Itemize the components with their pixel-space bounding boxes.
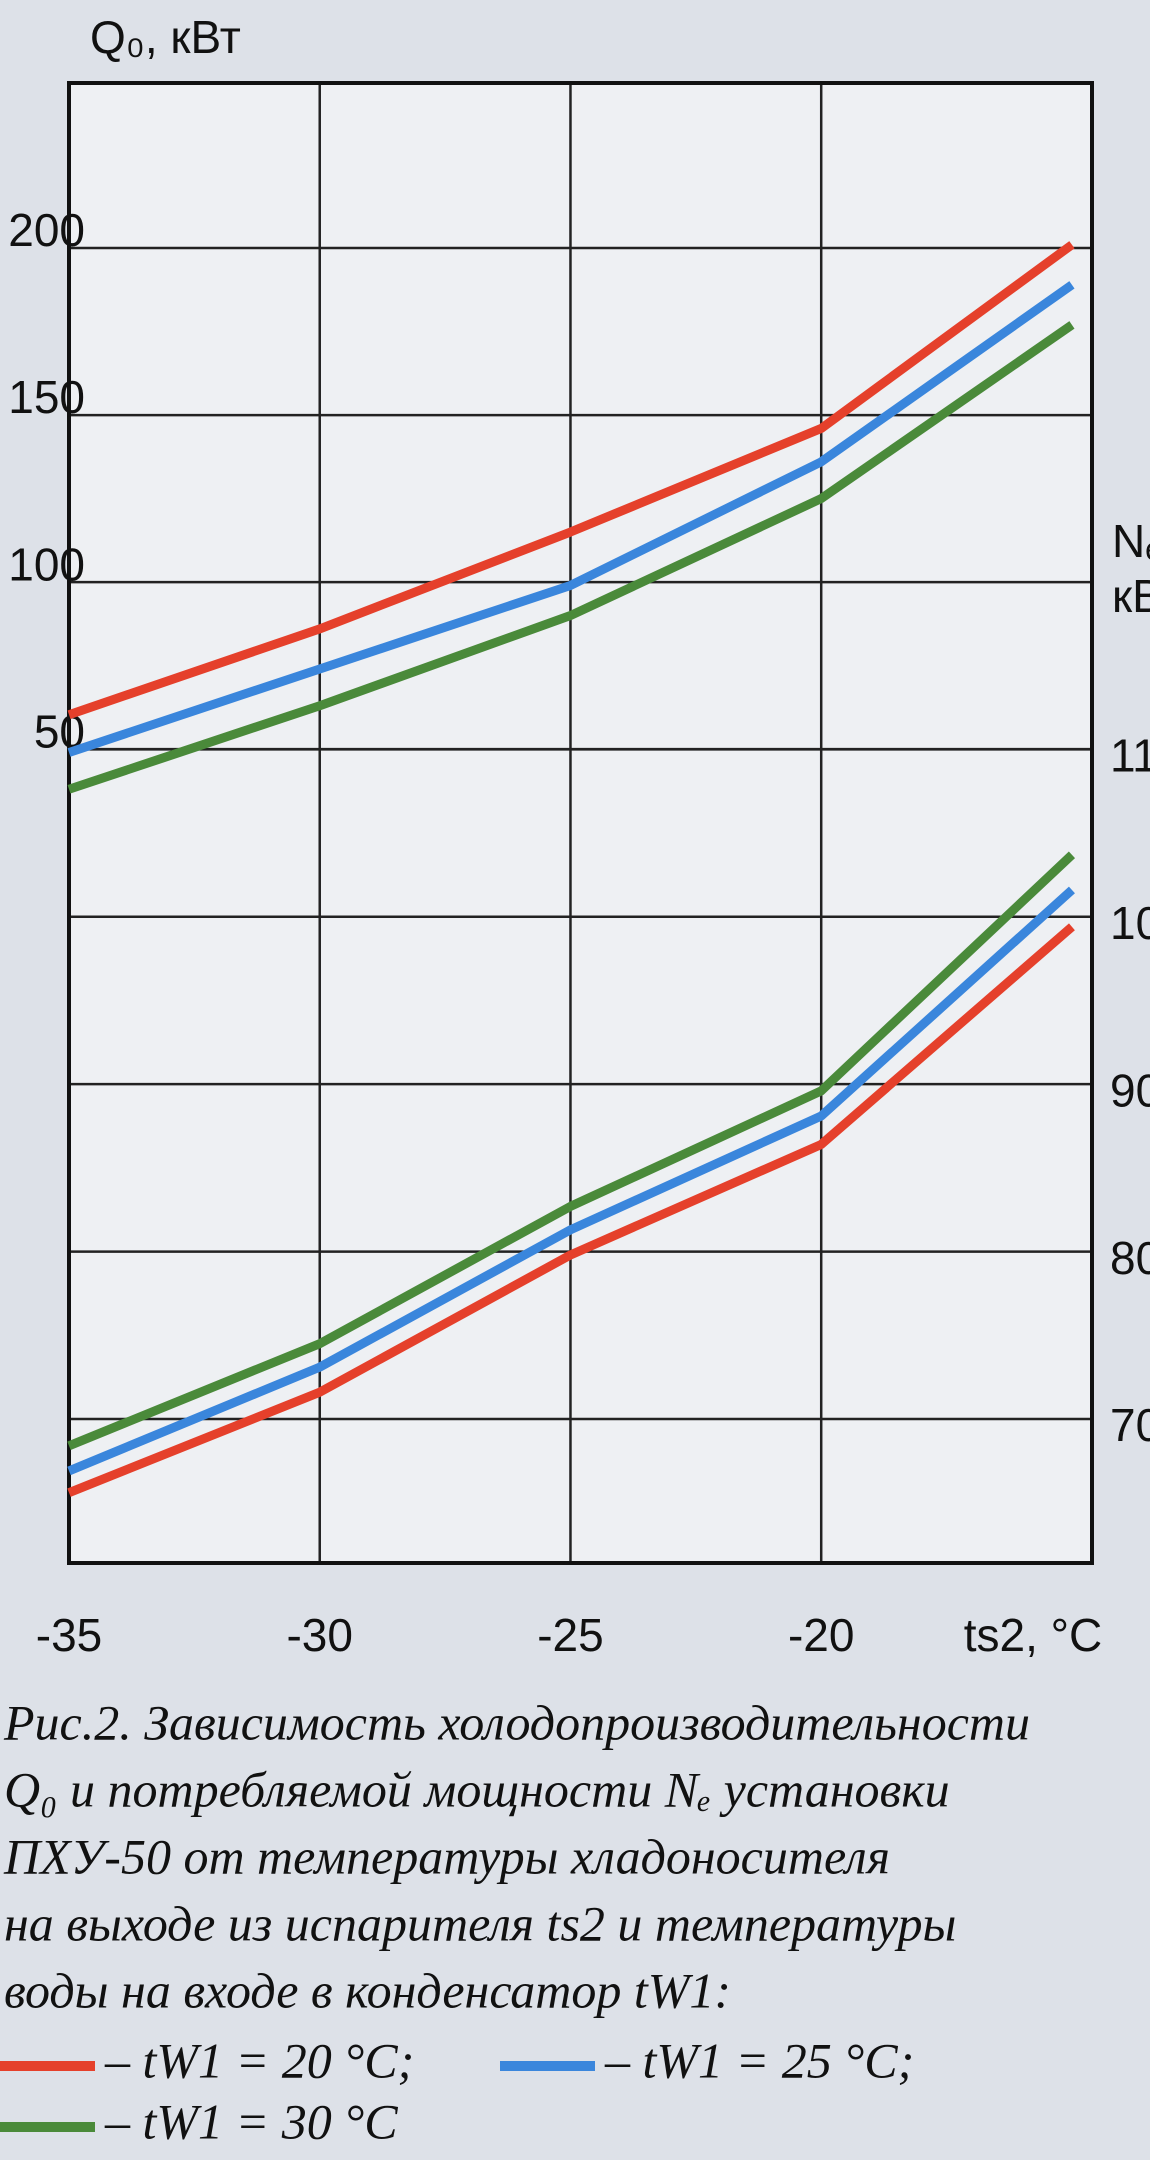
x-axis-label: ts2, °C bbox=[964, 1609, 1103, 1661]
caption-line: ПХУ-50 от температуры хладоносителя bbox=[3, 1828, 890, 1884]
legend-label: – tW1 = 25 °C; bbox=[604, 2032, 914, 2088]
x-tick-label: -30 bbox=[286, 1609, 352, 1661]
series-line bbox=[67, 241, 1075, 720]
y-axis-label: Q₀, кВт bbox=[90, 11, 241, 63]
legend-label: – tW1 = 30 °C bbox=[104, 2093, 398, 2149]
y2-tick-label: 100 bbox=[1110, 897, 1150, 949]
plot-frame bbox=[67, 81, 1094, 1565]
x-tick-label: -20 bbox=[788, 1609, 854, 1661]
caption-line: воды на входе в конденсатор tW1: bbox=[4, 1962, 731, 2018]
series-line bbox=[67, 321, 1075, 794]
y2-tick-label: 110 bbox=[1110, 729, 1150, 781]
caption-line: на выходе из испарителя ts2 и температур… bbox=[4, 1895, 956, 1951]
y2-axis-label: Nₑ, bbox=[1112, 515, 1150, 567]
caption-line: Рис.2. Зависимость холодопроизводительно… bbox=[3, 1694, 1030, 1750]
y-tick-label: 150 bbox=[8, 371, 85, 423]
legend-label: – tW1 = 20 °C; bbox=[104, 2032, 414, 2088]
plot-area bbox=[69, 83, 1092, 1563]
y2-tick-label: 70 bbox=[1110, 1399, 1150, 1451]
x-tick-label: -25 bbox=[537, 1609, 603, 1661]
x-tick-label: -35 bbox=[36, 1609, 102, 1661]
caption-line: Q₀ и потребляемой мощности Nₑ установки bbox=[4, 1761, 950, 1817]
series-line bbox=[67, 281, 1075, 757]
y2-axis-label: кВт bbox=[1112, 570, 1150, 622]
y2-tick-label: 90 bbox=[1110, 1064, 1150, 1116]
y2-tick-label: 80 bbox=[1110, 1232, 1150, 1284]
series-line bbox=[67, 851, 1076, 1450]
y-tick-label: 100 bbox=[8, 538, 85, 590]
series-line bbox=[67, 923, 1075, 1497]
y-tick-label: 200 bbox=[8, 204, 85, 256]
series-line bbox=[67, 886, 1075, 1476]
